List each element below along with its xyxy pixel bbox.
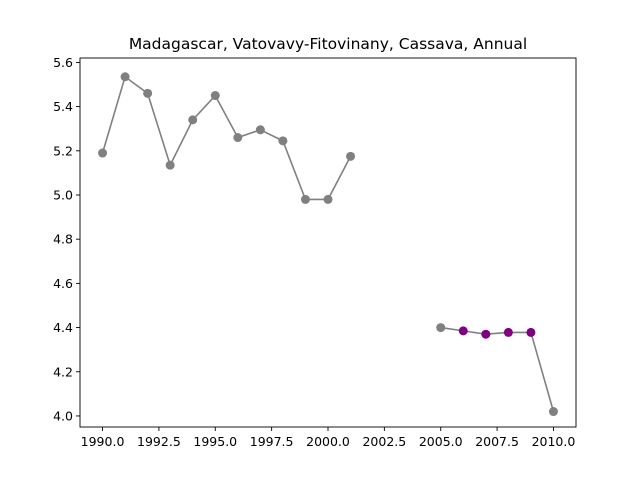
series-line: [440, 326, 555, 412]
y-tick-label: 5.6: [53, 55, 73, 70]
chart-title: Madagascar, Vatovavy-Fitovinany, Cassava…: [129, 35, 527, 53]
data-point: [255, 125, 265, 135]
data-point: [120, 72, 130, 82]
data-point: [98, 148, 108, 158]
plot-area: [98, 72, 558, 417]
data-point: [346, 151, 356, 161]
data-point: [188, 115, 198, 125]
y-axis: 4.0 4.2 4.4 4.6 4.8 5.0 5.2 5.4 5.6: [53, 55, 80, 423]
x-tick-label: 2010.0: [532, 434, 576, 449]
highlighted-data-point: [458, 326, 468, 336]
data-point: [165, 160, 175, 170]
x-axis: 1990.0 1992.5 1995.0 1997.5 2000.0 2002.5 2005…: [81, 427, 576, 449]
data-point: [323, 194, 333, 204]
data-point: [210, 91, 220, 101]
series-line: [101, 75, 352, 201]
highlighted-data-point: [503, 327, 513, 337]
y-tick-label: 5.4: [53, 99, 73, 114]
axes-frame: [79, 57, 577, 428]
x-tick-label: 1990.0: [81, 434, 125, 449]
y-tick-label: 4.6: [53, 276, 73, 291]
y-tick-label: 5.0: [53, 187, 73, 202]
x-tick-label: 2007.5: [475, 434, 519, 449]
y-tick-label: 4.0: [53, 408, 73, 423]
y-tick-label: 4.2: [53, 364, 73, 379]
x-tick-label: 2000.0: [306, 434, 350, 449]
x-tick-label: 1992.5: [137, 434, 181, 449]
x-tick-label: 2005.0: [419, 434, 463, 449]
highlighted-data-point: [526, 327, 536, 337]
y-tick-label: 4.4: [53, 320, 73, 335]
y-tick-label: 5.2: [53, 143, 73, 158]
data-point: [436, 323, 446, 333]
x-tick-label: 2002.5: [362, 434, 406, 449]
data-point: [143, 88, 153, 98]
x-tick-label: 1997.5: [250, 434, 294, 449]
highlighted-data-point: [481, 329, 491, 339]
data-point: [548, 407, 558, 417]
data-point: [300, 194, 310, 204]
x-tick-label: 1995.0: [193, 434, 237, 449]
y-tick-label: 4.8: [53, 232, 73, 247]
data-point: [233, 133, 243, 143]
data-point: [278, 136, 288, 146]
